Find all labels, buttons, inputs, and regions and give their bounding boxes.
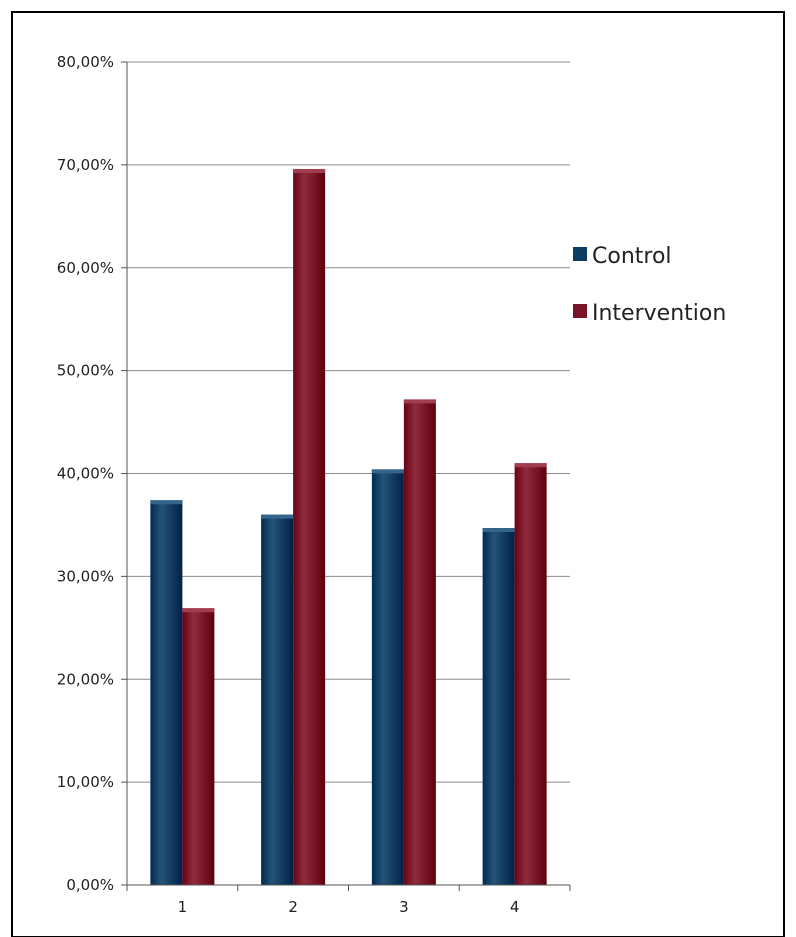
bars bbox=[150, 168, 547, 886]
legend: Control Intervention bbox=[573, 244, 726, 326]
y-tick-label: 80,00% bbox=[57, 53, 114, 71]
axes: 0,00% 10,00% 20,00% 30,00% 40,00% 50,00% 60,00… bbox=[57, 53, 571, 916]
x-tick-label: 3 bbox=[399, 898, 409, 916]
bar-control-2 bbox=[261, 514, 294, 885]
bar-cap bbox=[371, 469, 404, 474]
legend-label-intervention: Intervention bbox=[592, 301, 726, 326]
bar-cap bbox=[482, 528, 515, 533]
legend-label-control: Control bbox=[592, 244, 672, 269]
bar-intervention-4 bbox=[514, 463, 547, 885]
x-tick-label: 1 bbox=[178, 898, 188, 916]
legend-swatch-intervention bbox=[573, 304, 587, 318]
bar-cap bbox=[261, 514, 294, 519]
bar-control-1 bbox=[150, 500, 183, 885]
y-tick-label: 0,00% bbox=[66, 876, 114, 894]
y-tick-label: 60,00% bbox=[57, 259, 114, 277]
bar-control-4 bbox=[482, 528, 515, 885]
y-tick-label: 30,00% bbox=[57, 567, 114, 585]
bar-cap bbox=[403, 399, 436, 404]
bar-cap bbox=[514, 463, 547, 468]
y-tick-label: 50,00% bbox=[57, 362, 114, 380]
bar-cap bbox=[182, 608, 215, 613]
x-tick-label: 2 bbox=[288, 898, 298, 916]
bar-intervention-2 bbox=[293, 168, 326, 886]
x-tick-label: 4 bbox=[510, 898, 520, 916]
bar-cap bbox=[150, 500, 183, 505]
bar-cap bbox=[293, 168, 326, 173]
bar-control-3 bbox=[371, 469, 404, 885]
y-tick-label: 40,00% bbox=[57, 465, 114, 483]
y-tick-label: 10,00% bbox=[57, 773, 114, 791]
bar-intervention-3 bbox=[403, 399, 436, 885]
y-tick-label: 70,00% bbox=[57, 156, 114, 174]
legend-swatch-control bbox=[573, 247, 587, 261]
y-tick-label: 20,00% bbox=[57, 670, 114, 688]
bar-intervention-1 bbox=[182, 608, 215, 885]
